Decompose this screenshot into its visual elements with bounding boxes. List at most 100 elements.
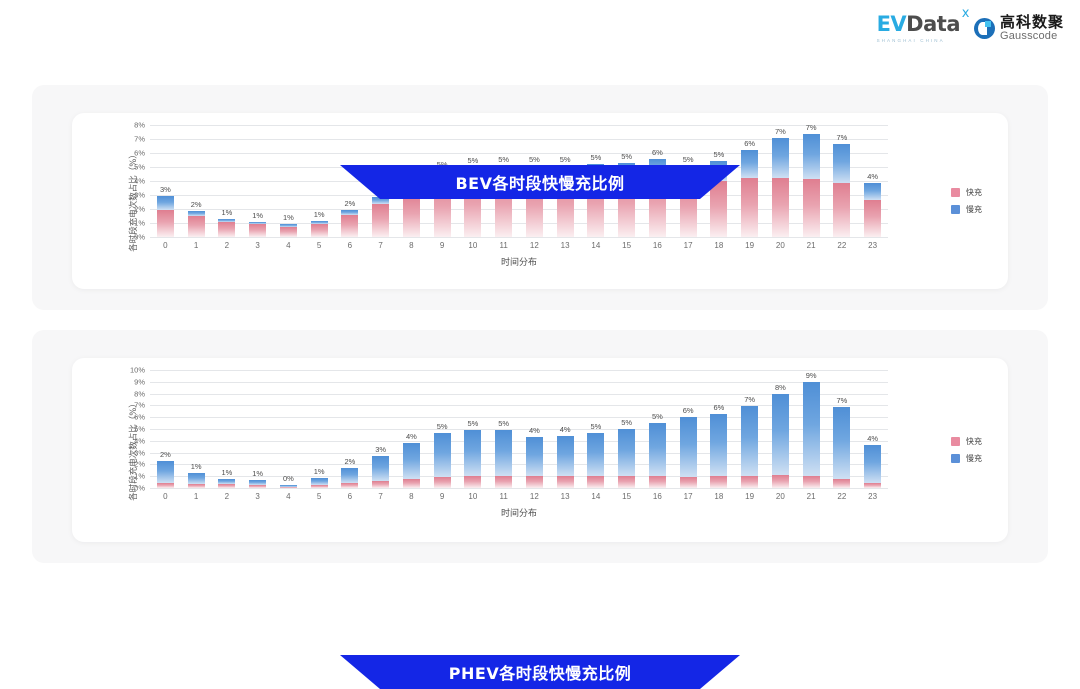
y-axis-tick: 9%: [134, 377, 145, 387]
bar-slot[interactable]: 8% 20: [765, 370, 796, 501]
bar-slot[interactable]: 5% 11: [488, 370, 519, 501]
evdata-data-text: Data: [906, 12, 960, 36]
stacked-bar[interactable]: [556, 435, 574, 488]
chart-phev: 各时段充电次数占比（%） 0% 1% 2% 3% 4% 5% 6% 7% 8% 9% 10% 2% 0 1…: [72, 358, 1008, 542]
bar-slot[interactable]: 1% 5: [304, 370, 335, 501]
y-axis-tick: 8%: [134, 389, 145, 399]
stacked-bar[interactable]: [648, 423, 666, 488]
gridline: [150, 153, 888, 154]
stacked-bar[interactable]: [771, 138, 789, 237]
stacked-bar[interactable]: [864, 183, 882, 237]
stacked-bar[interactable]: [187, 473, 205, 488]
bar-slot[interactable]: 2% 0: [150, 370, 181, 501]
bar-slot[interactable]: 5% 14: [581, 370, 612, 501]
stacked-bar[interactable]: [495, 429, 513, 488]
bar-segment-fast: [802, 476, 820, 488]
stacked-bar[interactable]: [741, 406, 759, 488]
bar-slot[interactable]: 6% 19: [734, 125, 765, 250]
bar-slot[interactable]: 5% 9: [427, 370, 458, 501]
stacked-bar[interactable]: [249, 480, 267, 488]
stacked-bar[interactable]: [802, 382, 820, 488]
bar-slot[interactable]: 1% 3: [242, 125, 273, 250]
bar-slot[interactable]: 9% 21: [796, 370, 827, 501]
stacked-bar[interactable]: [587, 432, 605, 488]
bar-slot[interactable]: 1% 2: [212, 125, 243, 250]
bar-slot[interactable]: 7% 22: [827, 125, 858, 250]
bar-slot[interactable]: 7% 20: [765, 125, 796, 250]
bar-slot[interactable]: 4% 23: [857, 370, 888, 501]
legend-item-slow-phev[interactable]: 慢充: [951, 453, 982, 464]
legend-item-fast-phev[interactable]: 快充: [951, 436, 982, 447]
stacked-bar[interactable]: [372, 455, 390, 488]
stacked-bar[interactable]: [741, 149, 759, 237]
bar-segment-fast: [679, 476, 697, 488]
bar-segment-slow: [679, 416, 697, 477]
bar-slot[interactable]: 7% 22: [827, 370, 858, 501]
stacked-bar[interactable]: [156, 461, 174, 488]
stacked-bar[interactable]: [833, 406, 851, 488]
stacked-bar[interactable]: [310, 220, 328, 237]
bar-slot[interactable]: 5% 16: [642, 370, 673, 501]
bar-slot[interactable]: 1% 5: [304, 125, 335, 250]
bar-segment-fast: [433, 476, 451, 488]
bar-segment-fast: [618, 476, 636, 488]
stacked-bar[interactable]: [464, 429, 482, 488]
bar-segment-slow: [433, 432, 451, 477]
stacked-bar[interactable]: [341, 209, 359, 237]
bar-slot[interactable]: 3% 7: [365, 370, 396, 501]
bar-value-label: 1%: [313, 466, 325, 476]
stacked-bar[interactable]: [710, 413, 728, 488]
bar-slot[interactable]: 2% 6: [335, 125, 366, 250]
stacked-bar[interactable]: [802, 134, 820, 237]
gridline: [150, 440, 888, 442]
stacked-bar[interactable]: [402, 442, 420, 488]
legend-swatch-fast-icon: [951, 188, 960, 197]
bar-slot[interactable]: 0% 4: [273, 370, 304, 501]
stacked-bar[interactable]: [771, 394, 789, 488]
stacked-bar[interactable]: [433, 432, 451, 488]
bar-slot[interactable]: 2% 1: [181, 125, 212, 250]
bar-slot[interactable]: 7% 21: [796, 123, 827, 250]
bar-value-label: 6%: [713, 402, 725, 412]
legend-item-slow-bev[interactable]: 慢充: [951, 204, 982, 215]
stacked-bar[interactable]: [187, 211, 205, 237]
bar-slot[interactable]: 6% 17: [673, 370, 704, 501]
stacked-bar[interactable]: [279, 485, 297, 488]
bar-slot[interactable]: 7% 19: [734, 370, 765, 501]
bar-slot[interactable]: 5% 10: [458, 370, 489, 501]
stacked-bar[interactable]: [156, 196, 174, 237]
stacked-bar[interactable]: [249, 221, 267, 237]
stacked-bar[interactable]: [218, 218, 236, 237]
bar-slot[interactable]: 3% 0: [150, 125, 181, 250]
bar-segment-fast: [495, 475, 513, 488]
bar-value-label: 4%: [528, 425, 540, 435]
stacked-bar[interactable]: [525, 436, 543, 488]
bar-slot[interactable]: 2% 6: [335, 370, 366, 501]
bar-segment-slow: [618, 429, 636, 477]
stacked-bar[interactable]: [310, 478, 328, 488]
y-axis-tick: 6%: [134, 148, 145, 158]
bar-slot[interactable]: 1% 3: [242, 370, 273, 501]
stacked-bar[interactable]: [679, 416, 697, 488]
stacked-bar[interactable]: [341, 467, 359, 488]
bar-slot[interactable]: 4% 12: [519, 370, 550, 501]
bar-slot[interactable]: 4% 8: [396, 370, 427, 501]
stacked-bar[interactable]: [618, 429, 636, 488]
logo-group: EVData x SHANGHAI CHINA 高科数聚 Gausscode: [877, 7, 1064, 43]
y-axis-tick: 1%: [134, 471, 145, 481]
legend-item-fast-bev[interactable]: 快充: [951, 187, 982, 198]
bar-slot[interactable]: 4% 23: [857, 125, 888, 250]
bar-slot[interactable]: 1% 1: [181, 370, 212, 501]
bar-slot[interactable]: 1% 2: [212, 370, 243, 501]
bar-slot[interactable]: 5% 15: [611, 370, 642, 501]
y-axis-tick: 8%: [134, 120, 145, 130]
stacked-bar[interactable]: [372, 197, 390, 237]
stacked-bar[interactable]: [218, 478, 236, 488]
stacked-bar[interactable]: [833, 143, 851, 237]
bar-slot[interactable]: 6% 18: [704, 370, 735, 501]
stacked-bar[interactable]: [279, 223, 297, 237]
bar-slot[interactable]: 1% 4: [273, 125, 304, 250]
bar-slot[interactable]: 4% 13: [550, 370, 581, 501]
stacked-bar[interactable]: [864, 444, 882, 488]
bar-segment-fast: [310, 485, 328, 488]
